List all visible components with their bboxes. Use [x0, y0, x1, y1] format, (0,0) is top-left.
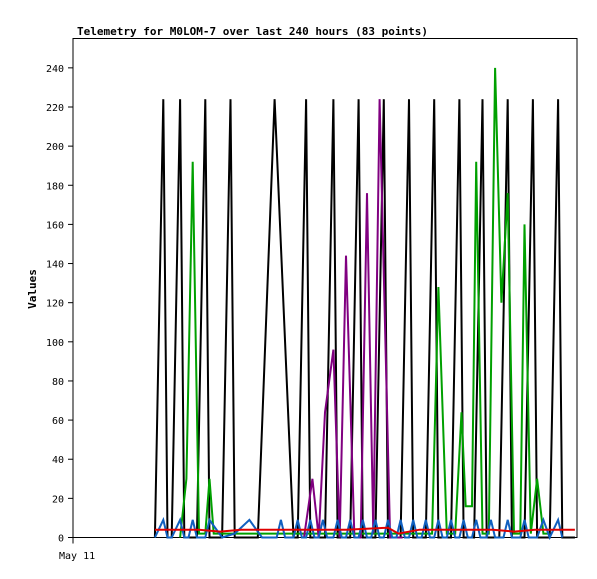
series-line-2	[179, 67, 550, 538]
y-tick-label: 180	[46, 181, 64, 192]
y-tick-label: 100	[46, 338, 64, 349]
series-line-1	[153, 99, 575, 539]
series-line-3	[303, 99, 403, 539]
y-tick-label: 120	[46, 299, 64, 310]
y-tick-label: 220	[46, 103, 64, 114]
x-axis: May 11	[59, 537, 95, 562]
y-tick-label: 60	[52, 416, 64, 427]
y-axis: 0 20 40 60 80 100 120 140 160 180 200 220 240	[46, 64, 73, 545]
y-tick-label: 40	[52, 455, 64, 466]
y-tick-label: 240	[46, 64, 64, 75]
y-tick-label: 20	[52, 494, 64, 505]
y-tick-label: 80	[52, 377, 64, 388]
series-line-5	[154, 526, 575, 535]
y-tick-label: 0	[58, 534, 64, 545]
y-axis-label: Values	[26, 269, 39, 309]
series-line-4	[153, 516, 564, 541]
series-layer	[153, 67, 575, 541]
x-tick-label: May 11	[59, 551, 95, 562]
y-tick-label: 160	[46, 220, 64, 231]
chart-title: Telemetry for M0LOM-7 over last 240 hour…	[77, 25, 428, 38]
y-tick-label: 140	[46, 260, 64, 271]
y-tick-label: 200	[46, 142, 64, 153]
